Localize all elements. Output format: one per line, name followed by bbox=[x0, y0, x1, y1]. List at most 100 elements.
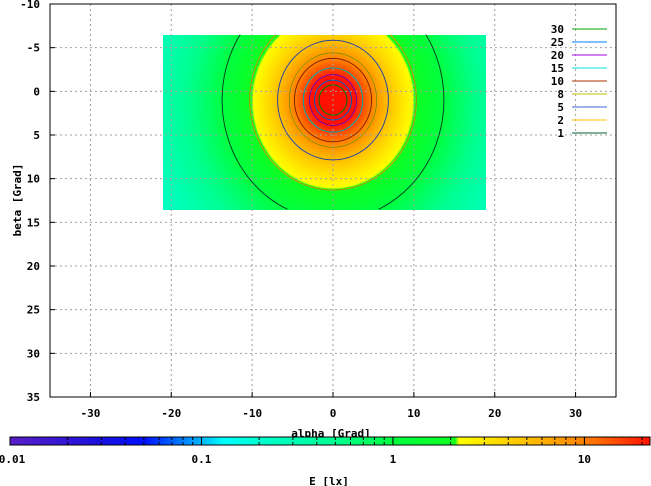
colorbar-cell bbox=[608, 437, 610, 445]
colorbar-cell bbox=[587, 437, 589, 445]
colorbar: 0.01 0.1 1 10 bbox=[0, 436, 651, 466]
colorbar-cell bbox=[399, 437, 401, 445]
colorbar-cell bbox=[545, 437, 547, 445]
colorbar-cell bbox=[163, 437, 165, 445]
colorbar-cell bbox=[17, 437, 19, 445]
colorbar-cell bbox=[419, 437, 421, 445]
colorbar-cell bbox=[490, 437, 492, 445]
colorbar-cell bbox=[491, 437, 493, 445]
colorbar-cell bbox=[437, 437, 439, 445]
colorbar-cell bbox=[355, 437, 357, 445]
colorbar-cell bbox=[520, 437, 522, 445]
colorbar-cell bbox=[186, 437, 188, 445]
colorbar-cell bbox=[307, 437, 309, 445]
colorbar-cell bbox=[94, 437, 96, 445]
colorbar-cell bbox=[32, 437, 34, 445]
colorbar-cell bbox=[174, 437, 176, 445]
colorbar-cell bbox=[105, 437, 107, 445]
colorbar-cell bbox=[530, 437, 532, 445]
colorbar-cell bbox=[470, 437, 472, 445]
colorbar-cell bbox=[279, 437, 281, 445]
colorbar-cell bbox=[162, 437, 164, 445]
colorbar-cell bbox=[24, 437, 26, 445]
colorbar-cell bbox=[213, 437, 215, 445]
colorbar-cell bbox=[378, 437, 380, 445]
colorbar-cell bbox=[447, 437, 449, 445]
colorbar-cell bbox=[522, 437, 524, 445]
colorbar-cell bbox=[164, 437, 166, 445]
colorbar-cell bbox=[113, 437, 115, 445]
colorbar-cell bbox=[394, 437, 396, 445]
legend-label: 10 bbox=[551, 75, 564, 88]
colorbar-cell bbox=[89, 437, 91, 445]
colorbar-cell bbox=[226, 437, 228, 445]
colorbar-cell bbox=[82, 437, 84, 445]
colorbar-cell bbox=[449, 437, 451, 445]
colorbar-cell bbox=[632, 437, 634, 445]
colorbar-cell bbox=[427, 437, 429, 445]
colorbar-cell bbox=[239, 437, 241, 445]
colorbar-cell bbox=[286, 437, 288, 445]
colorbar-cell bbox=[493, 437, 495, 445]
colorbar-cell bbox=[507, 437, 509, 445]
colorbar-cell bbox=[401, 437, 403, 445]
colorbar-cell bbox=[198, 437, 200, 445]
colorbar-cell bbox=[197, 437, 199, 445]
colorbar-cell bbox=[135, 437, 137, 445]
colorbar-cell bbox=[196, 437, 198, 445]
colorbar-cell bbox=[397, 437, 399, 445]
colorbar-cell bbox=[109, 437, 111, 445]
colorbar-cell bbox=[518, 437, 520, 445]
colorbar-cell bbox=[460, 437, 462, 445]
colorbar-cell bbox=[505, 437, 507, 445]
colorbar-cell bbox=[601, 437, 603, 445]
colorbar-cell bbox=[299, 437, 301, 445]
colorbar-cell bbox=[647, 437, 649, 445]
colorbar-cell bbox=[98, 437, 100, 445]
colorbar-cell bbox=[350, 437, 352, 445]
colorbar-cell bbox=[81, 437, 83, 445]
colorbar-cell bbox=[573, 437, 575, 445]
colorbar-cell bbox=[40, 437, 42, 445]
colorbar-cell bbox=[586, 437, 588, 445]
colorbar-cell bbox=[430, 437, 432, 445]
colorbar-cell bbox=[229, 437, 231, 445]
colorbar-cell bbox=[621, 437, 623, 445]
colorbar-cell bbox=[214, 437, 216, 445]
colorbar-cell bbox=[310, 437, 312, 445]
colorbar-cell bbox=[534, 437, 536, 445]
colorbar-cell bbox=[473, 437, 475, 445]
colorbar-cell bbox=[311, 437, 313, 445]
colorbar-cell bbox=[207, 437, 209, 445]
colorbar-cell bbox=[597, 437, 599, 445]
legend-label: 30 bbox=[551, 23, 564, 36]
colorbar-cell bbox=[308, 437, 310, 445]
colorbar-cell bbox=[338, 437, 340, 445]
colorbar-cell bbox=[38, 437, 40, 445]
colorbar-cell bbox=[182, 437, 184, 445]
colorbar-cell bbox=[503, 437, 505, 445]
colorbar-cell bbox=[555, 437, 557, 445]
colorbar-cell bbox=[448, 437, 450, 445]
colorbar-cell bbox=[294, 437, 296, 445]
colorbar-cell bbox=[465, 437, 467, 445]
colorbar-cell bbox=[538, 437, 540, 445]
colorbar-cell bbox=[133, 437, 135, 445]
colorbar-cell bbox=[252, 437, 254, 445]
colorbar-cell bbox=[296, 437, 298, 445]
colorbar-cell bbox=[388, 437, 390, 445]
colorbar-cell bbox=[559, 437, 561, 445]
contour-shadow-30 bbox=[318, 84, 348, 116]
colorbar-cell bbox=[393, 437, 395, 445]
colorbar-cell bbox=[261, 437, 263, 445]
colorbar-cell bbox=[318, 437, 320, 445]
colorbar-cell bbox=[250, 437, 252, 445]
colorbar-cell bbox=[588, 437, 590, 445]
colorbar-cell bbox=[232, 437, 234, 445]
colorbar-cell bbox=[130, 437, 132, 445]
colorbar-cell bbox=[429, 437, 431, 445]
colorbar-cell bbox=[415, 437, 417, 445]
colorbar-cell bbox=[614, 437, 616, 445]
colorbar-cell bbox=[148, 437, 150, 445]
colorbar-cell bbox=[220, 437, 222, 445]
